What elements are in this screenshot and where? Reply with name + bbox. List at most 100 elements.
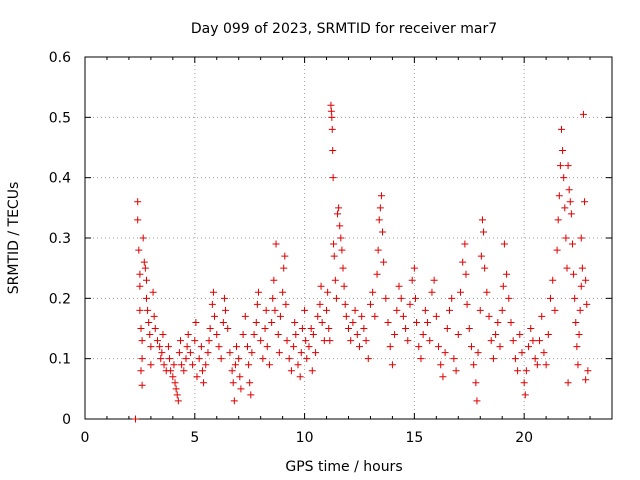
data-point	[507, 318, 515, 326]
data-point	[340, 282, 348, 290]
data-point	[328, 113, 336, 121]
data-point	[452, 367, 460, 375]
data-point	[564, 379, 572, 387]
data-point	[309, 331, 317, 339]
data-point	[182, 355, 190, 363]
data-point	[275, 349, 283, 357]
data-point	[197, 343, 205, 351]
data-point	[476, 306, 484, 314]
data-point	[430, 276, 438, 284]
data-point	[533, 361, 541, 369]
data-point	[514, 367, 522, 375]
data-point	[465, 325, 473, 332]
data-point	[229, 379, 237, 387]
data-point	[462, 270, 470, 278]
data-point	[574, 361, 582, 369]
data-point	[408, 276, 416, 284]
data-point	[239, 331, 247, 339]
y-tick-label: 0.4	[49, 171, 71, 187]
data-point	[247, 391, 255, 399]
data-point	[318, 318, 326, 326]
data-point	[262, 306, 270, 314]
data-point	[364, 355, 372, 363]
data-point	[330, 240, 338, 248]
data-point	[417, 355, 425, 363]
y-tick-label: 0.3	[49, 231, 71, 247]
data-point	[426, 337, 434, 345]
data-point	[549, 276, 557, 284]
data-point	[439, 373, 447, 381]
data-point	[518, 349, 526, 357]
x-tick-label: 20	[515, 430, 533, 446]
data-point	[498, 306, 506, 314]
data-point	[410, 264, 418, 272]
data-point	[283, 337, 291, 345]
data-point	[205, 337, 213, 345]
data-point	[292, 331, 300, 339]
data-point	[329, 147, 337, 155]
data-point	[511, 355, 519, 363]
data-point	[136, 270, 144, 278]
y-tick-label: 0.5	[49, 110, 71, 126]
data-point	[360, 325, 368, 332]
data-point	[305, 343, 313, 351]
data-point	[572, 318, 580, 326]
data-point	[477, 252, 485, 260]
data-point	[551, 306, 559, 314]
data-point	[206, 325, 214, 332]
data-point	[146, 331, 154, 339]
data-point	[186, 349, 194, 357]
data-point	[578, 264, 586, 272]
data-point	[424, 318, 432, 326]
data-point	[481, 264, 489, 272]
data-point	[470, 361, 478, 369]
data-point	[261, 325, 269, 332]
data-point	[399, 312, 407, 320]
data-point	[536, 337, 544, 345]
data-point	[435, 343, 443, 351]
data-point	[180, 367, 188, 375]
data-point	[208, 300, 216, 308]
data-point	[314, 312, 322, 320]
data-point	[547, 294, 555, 302]
data-point	[291, 318, 299, 326]
data-point	[472, 379, 480, 387]
data-point	[164, 343, 172, 351]
data-point	[581, 198, 589, 206]
data-point	[213, 331, 221, 339]
data-point	[566, 198, 574, 206]
data-point	[233, 343, 241, 351]
data-point	[337, 234, 345, 242]
data-point	[157, 355, 165, 363]
data-point	[193, 373, 201, 381]
data-point	[237, 385, 245, 393]
data-point	[563, 264, 571, 272]
data-point	[448, 294, 456, 302]
data-point	[191, 337, 199, 345]
data-point	[562, 234, 570, 242]
data-point	[520, 379, 528, 387]
data-point	[331, 276, 339, 284]
data-point	[544, 331, 552, 339]
data-point	[376, 204, 384, 212]
data-point	[324, 288, 332, 296]
data-point	[140, 258, 148, 266]
data-point	[413, 318, 421, 326]
data-point	[555, 192, 563, 200]
data-point	[285, 355, 293, 363]
data-point	[492, 331, 500, 339]
data-point	[169, 373, 177, 381]
data-point	[564, 162, 572, 170]
data-point	[226, 349, 234, 357]
data-point	[411, 294, 419, 302]
data-point	[174, 397, 182, 405]
data-point	[362, 337, 370, 345]
data-point	[166, 355, 174, 363]
data-point	[272, 240, 280, 248]
data-point	[248, 349, 256, 357]
data-point	[134, 198, 142, 206]
data-point	[582, 376, 590, 384]
data-point	[142, 294, 150, 302]
data-point	[192, 318, 200, 326]
data-point	[217, 355, 225, 363]
